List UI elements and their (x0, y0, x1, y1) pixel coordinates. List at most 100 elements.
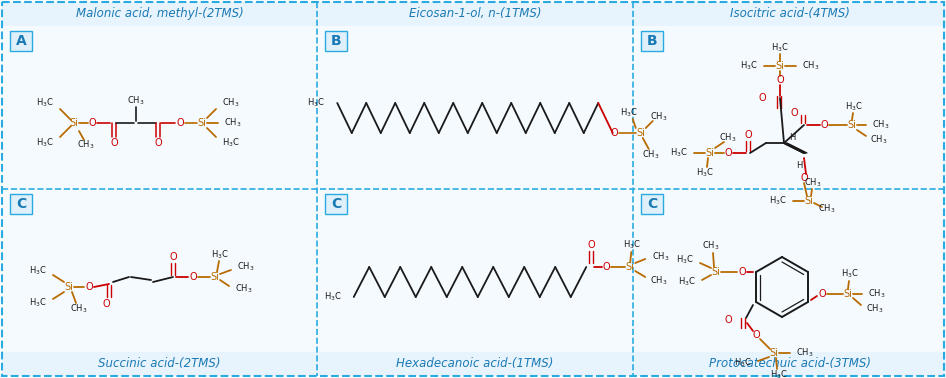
Text: B: B (331, 34, 342, 48)
Text: H$_3$C: H$_3$C (324, 291, 342, 303)
Text: CH$_3$: CH$_3$ (224, 117, 241, 129)
Text: Si: Si (626, 262, 635, 272)
Text: H$_3$C: H$_3$C (696, 167, 714, 179)
Text: H$_3$C: H$_3$C (29, 297, 47, 309)
Text: CH$_3$: CH$_3$ (650, 111, 668, 123)
Text: Si: Si (844, 289, 852, 299)
Text: O: O (603, 262, 610, 272)
Bar (633, 26, 946, 189)
Text: CH$_3$: CH$_3$ (818, 203, 835, 215)
Text: CH$_3$: CH$_3$ (642, 149, 659, 161)
Bar (641, 194, 663, 214)
Text: O: O (758, 93, 766, 103)
Text: CH$_3$: CH$_3$ (796, 347, 814, 359)
Text: O: O (88, 118, 96, 128)
Text: H: H (789, 133, 796, 143)
Bar (317, 352, 633, 376)
Text: Si: Si (637, 128, 645, 138)
Text: Si: Si (776, 61, 784, 71)
Text: CH$_3$: CH$_3$ (870, 134, 887, 146)
Text: O: O (176, 118, 184, 128)
Text: O: O (776, 75, 784, 85)
Text: CH$_3$: CH$_3$ (650, 275, 668, 287)
Bar (2, 352, 317, 376)
Bar (317, 189, 633, 352)
Text: H$_3$C: H$_3$C (771, 42, 789, 54)
Text: C: C (331, 197, 342, 211)
Text: H: H (796, 161, 802, 169)
Bar (317, 2, 633, 26)
Bar (633, 2, 946, 26)
Bar (10, 194, 32, 214)
Bar (2, 26, 317, 189)
Text: CH$_3$: CH$_3$ (70, 303, 88, 315)
Text: H$_3$C: H$_3$C (841, 268, 859, 280)
Text: C: C (647, 197, 657, 211)
Text: O: O (154, 138, 162, 148)
Text: O: O (110, 138, 118, 148)
Text: Malonic acid, methyl-(2TMS): Malonic acid, methyl-(2TMS) (76, 8, 243, 20)
Text: Si: Si (711, 267, 721, 277)
Text: CH$_3$: CH$_3$ (719, 132, 737, 144)
Text: H$_3$C: H$_3$C (623, 239, 641, 251)
Text: Hexadecanoic acid-(1TMS): Hexadecanoic acid-(1TMS) (396, 358, 553, 370)
Text: H$_3$C: H$_3$C (36, 97, 54, 109)
Text: O: O (611, 128, 619, 138)
Text: Si: Si (770, 348, 779, 358)
Text: O: O (745, 130, 752, 140)
Text: CH$_3$: CH$_3$ (78, 139, 95, 151)
Bar (317, 26, 633, 189)
Text: Si: Si (848, 120, 856, 130)
Bar (10, 31, 32, 51)
Bar (325, 194, 347, 214)
Text: O: O (587, 240, 595, 250)
Text: Si: Si (64, 282, 74, 292)
Text: Si: Si (804, 196, 814, 206)
Text: C: C (16, 197, 26, 211)
Text: H$_3$C: H$_3$C (678, 276, 696, 288)
Text: A: A (16, 34, 26, 48)
Text: Si: Si (211, 272, 219, 282)
Text: CH$_3$: CH$_3$ (868, 288, 885, 300)
Bar (2, 189, 317, 352)
Text: Si: Si (198, 118, 206, 128)
Text: Isocitric acid-(4TMS): Isocitric acid-(4TMS) (729, 8, 850, 20)
Text: O: O (790, 108, 797, 118)
Text: H$_3$C: H$_3$C (222, 137, 239, 149)
Text: O: O (102, 299, 110, 309)
Text: H$_3$C: H$_3$C (769, 195, 787, 207)
Text: B: B (647, 34, 657, 48)
Text: H$_3$C: H$_3$C (211, 249, 229, 261)
Text: O: O (738, 267, 745, 277)
Text: H$_3$C: H$_3$C (307, 97, 325, 109)
Text: O: O (818, 289, 826, 299)
Text: H$_3$C: H$_3$C (740, 60, 758, 72)
Bar (2, 2, 317, 26)
Text: Succinic acid-(2TMS): Succinic acid-(2TMS) (98, 358, 220, 370)
Text: O: O (189, 272, 197, 282)
Text: H$_3$C: H$_3$C (29, 265, 47, 277)
Text: O: O (725, 148, 732, 158)
Text: H$_3$C: H$_3$C (770, 369, 788, 378)
Text: CH$_3$: CH$_3$ (872, 119, 889, 131)
Text: CH$_3$: CH$_3$ (802, 60, 819, 72)
Text: CH$_3$: CH$_3$ (702, 240, 720, 252)
Text: H$_3$C: H$_3$C (676, 254, 694, 266)
Text: O: O (800, 173, 808, 183)
Text: CH$_3$: CH$_3$ (804, 177, 822, 189)
Text: O: O (820, 120, 828, 130)
Bar (633, 352, 946, 376)
Text: H$_3$C: H$_3$C (670, 147, 688, 159)
Text: CH$_3$: CH$_3$ (866, 303, 884, 315)
Text: CH$_3$: CH$_3$ (127, 95, 145, 107)
Text: Eicosan-1-ol, n-(1TMS): Eicosan-1-ol, n-(1TMS) (409, 8, 541, 20)
Bar (325, 31, 347, 51)
Text: H$_3$C: H$_3$C (845, 101, 863, 113)
Text: O: O (725, 315, 732, 325)
Text: Si: Si (706, 148, 714, 158)
Bar (641, 31, 663, 51)
Text: O: O (85, 282, 93, 292)
Text: Si: Si (70, 118, 79, 128)
Text: H$_3$C: H$_3$C (36, 137, 54, 149)
Text: H$_3$C: H$_3$C (620, 107, 638, 119)
